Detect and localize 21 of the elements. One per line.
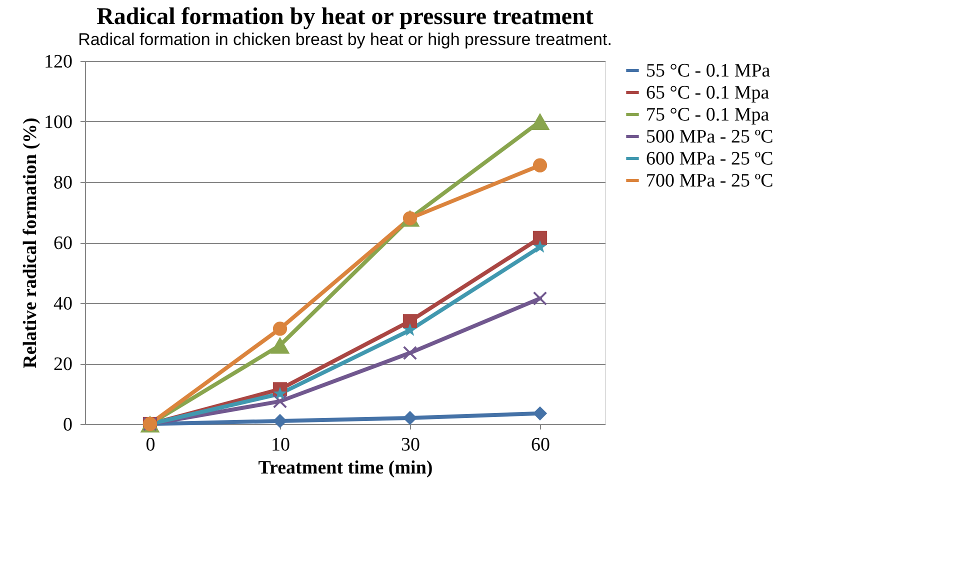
y-tick-label: 40	[54, 294, 72, 314]
x-tick-label: 30	[401, 434, 420, 456]
y-tick-label: 120	[44, 52, 72, 72]
y-tick-label: 0	[63, 414, 72, 436]
x-axis-title: Treatment time (min)	[258, 458, 433, 478]
x-tick-label: 60	[531, 434, 550, 456]
x-tick-label: 0	[146, 434, 156, 456]
legend-label: 700 MPa - 25 ºC	[646, 170, 774, 192]
y-tick-label: 100	[44, 112, 72, 133]
chart-title: Radical formation by heat or pressure treatment	[96, 4, 594, 30]
legend-label: 65 °C - 0.1 Mpa	[646, 82, 770, 104]
text: Radical formation in chicken breast by heat or high pressure treatment.	[78, 30, 612, 49]
y-axis-title: Relative radical formation (%)	[20, 118, 41, 368]
legend-label: 500 MPa - 25 ºC	[646, 126, 774, 148]
legend-label: 600 MPa - 25 ºC	[646, 148, 774, 170]
x-tick-label: 10	[271, 434, 290, 456]
y-tick-label: 20	[54, 354, 72, 375]
legend-label: 55 °C - 0.1 MPa	[646, 60, 771, 82]
y-tick-label: 80	[54, 172, 72, 194]
y-tick-label: 60	[54, 233, 72, 254]
legend-label: 75 °C - 0.1 Mpa	[646, 104, 770, 126]
